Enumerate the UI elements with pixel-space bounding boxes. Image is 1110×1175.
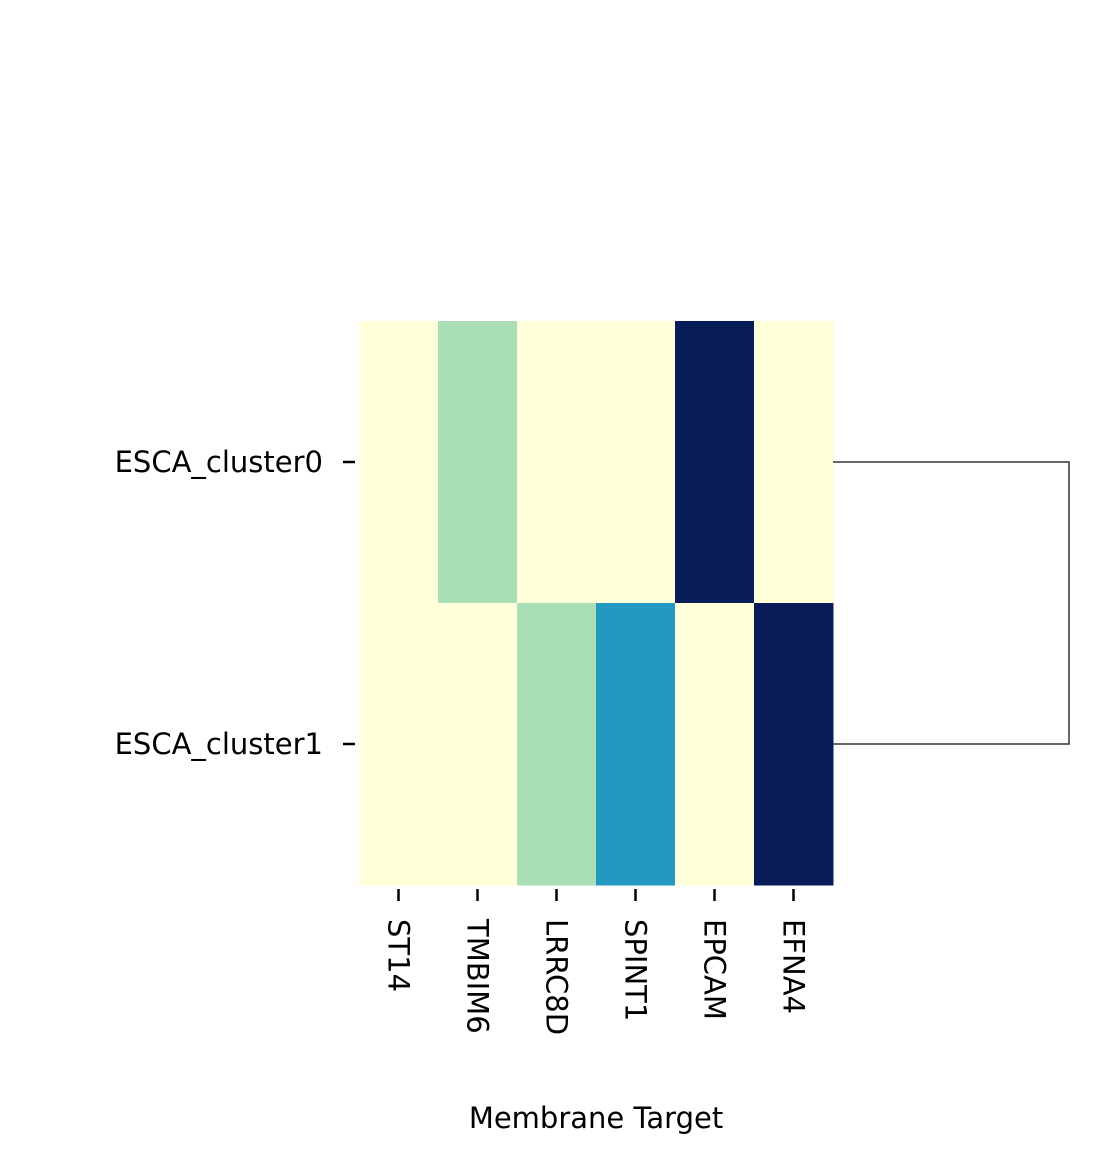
heatmap-cell-ESCA_cluster0-ST14	[359, 321, 439, 604]
dendrogram-branch	[833, 461, 1070, 745]
x-tick-label: EFNA4	[777, 919, 811, 1014]
heatmap-cell-ESCA_cluster1-SPINT1	[596, 603, 676, 886]
heatmap-cell-ESCA_cluster1-EFNA4	[754, 603, 834, 886]
heatmap-cell-ESCA_cluster0-EFNA4	[754, 321, 834, 604]
heatmap-cells	[359, 321, 834, 886]
heatmap-cell-ESCA_cluster1-ST14	[359, 603, 439, 886]
x-axis: ST14 TMBIM6 LRRC8D SPINT1 EPCAM EFNA4	[382, 889, 811, 1035]
row-dendrogram	[833, 461, 1070, 745]
x-axis-label: Membrane Target	[469, 1101, 723, 1135]
x-tick-label: EPCAM	[698, 919, 732, 1020]
heatmap-cell-ESCA_cluster1-EPCAM	[675, 603, 755, 886]
heatmap-cell-ESCA_cluster0-EPCAM	[675, 321, 755, 604]
x-tick-label: LRRC8D	[540, 919, 574, 1035]
y-tick-label: ESCA_cluster0	[115, 445, 323, 479]
y-axis: ESCA_cluster0 ESCA_cluster1	[115, 445, 355, 761]
heatmap-cell-ESCA_cluster0-TMBIM6	[438, 321, 518, 604]
heatmap-cell-ESCA_cluster0-LRRC8D	[517, 321, 597, 604]
x-tick-label: ST14	[382, 919, 416, 992]
heatmap-cell-ESCA_cluster0-SPINT1	[596, 321, 676, 604]
heatmap-cell-ESCA_cluster1-LRRC8D	[517, 603, 597, 886]
x-tick-label: SPINT1	[619, 919, 653, 1021]
heatmap-cell-ESCA_cluster1-TMBIM6	[438, 603, 518, 886]
y-tick-label: ESCA_cluster1	[115, 727, 323, 761]
x-tick-label: TMBIM6	[461, 918, 495, 1034]
